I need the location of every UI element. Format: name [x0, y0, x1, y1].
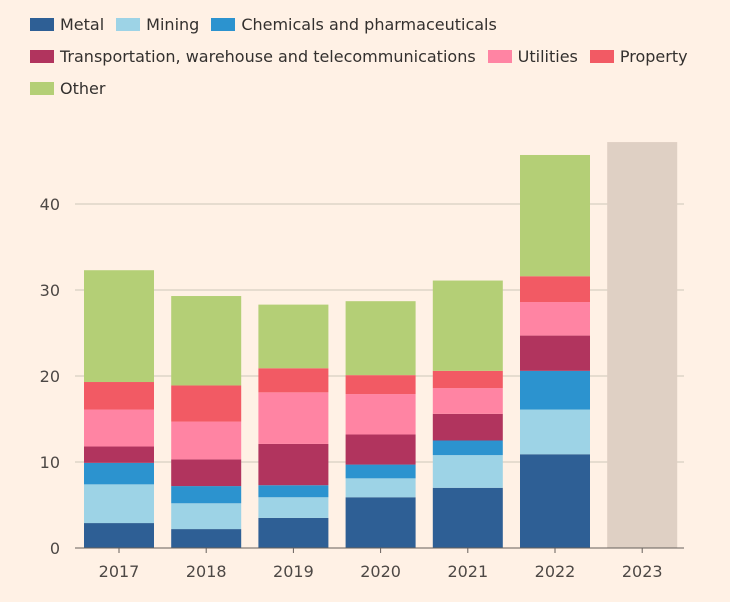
- bar-segment-property: [520, 276, 590, 303]
- bar-segment-transportation: [84, 446, 154, 463]
- y-tick-label: 20: [40, 367, 60, 386]
- x-tick-label: 2017: [99, 562, 140, 581]
- bar-segment-property: [432, 370, 503, 389]
- chart-legend: Metal Mining Chemicals and pharmaceuticals…: [30, 8, 720, 104]
- bar-segment-mining: [345, 478, 416, 498]
- bar-segment-utilities: [345, 394, 416, 435]
- bar-segment-chemicals: [258, 485, 329, 498]
- bar-segment-metal: [84, 523, 154, 548]
- bar-segment-other: [520, 154, 590, 277]
- x-tick-label: 2022: [535, 562, 576, 581]
- bar-segment-chemicals: [345, 464, 416, 479]
- y-tick-label: 40: [40, 195, 60, 214]
- legend-label: Chemicals and pharmaceuticals: [241, 14, 497, 34]
- bar-segment-chemicals: [432, 440, 503, 456]
- bar-segment-other: [432, 280, 503, 371]
- bar-segment-other: [171, 296, 242, 386]
- bar-segment-mining: [432, 455, 503, 488]
- legend-swatch: [30, 17, 54, 31]
- legend-label: Metal: [60, 14, 105, 34]
- legend-item: Utilities: [487, 46, 578, 66]
- legend-row: Other: [30, 72, 720, 104]
- legend-row: Transportation, warehouse and telecommun…: [30, 40, 720, 72]
- bar-segment-mining: [258, 497, 329, 518]
- bar-segment-other: [345, 301, 416, 376]
- bar-segment-utilities: [171, 421, 242, 460]
- legend-swatch: [589, 49, 614, 63]
- x-tick-label: 2020: [360, 562, 401, 581]
- legend-label: Other: [60, 78, 106, 98]
- bar-segment-chemicals: [171, 486, 242, 504]
- bar-segment-property: [258, 368, 329, 393]
- bar-segment-property: [345, 375, 416, 395]
- legend-item: Mining: [116, 15, 199, 34]
- legend-row: Metal Mining Chemicals and pharmaceuticals: [30, 8, 720, 40]
- bar-segment-metal: [171, 529, 242, 548]
- bar-segment-metal: [432, 487, 503, 548]
- legend-label: Transportation, warehouse and telecommun…: [60, 46, 476, 66]
- bar-segment-chemicals: [520, 370, 590, 410]
- legend-item: Chemicals and pharmaceuticals: [211, 15, 497, 34]
- bar-segment-property: [84, 382, 154, 410]
- bar-segment-metal: [520, 454, 590, 548]
- bar-segment-other: [258, 304, 329, 369]
- legend-swatch: [487, 49, 512, 63]
- bar-segment-utilities: [432, 388, 503, 414]
- legend-item: Transportation, warehouse and telecommun…: [30, 47, 476, 66]
- bar-segment-mining: [520, 409, 590, 455]
- bar-segment-mining: [171, 503, 242, 530]
- legend-item: Metal: [30, 15, 104, 34]
- bar-segment-metal: [258, 517, 329, 548]
- legend-label: Property: [619, 46, 688, 66]
- y-tick-label: 10: [40, 453, 60, 472]
- bar-segment-utilities: [520, 302, 590, 336]
- bar-segment-mining: [84, 484, 154, 524]
- legend-label: Mining: [146, 14, 200, 34]
- bar-segment-metal: [345, 497, 416, 548]
- y-tick-label: 0: [50, 539, 60, 558]
- y-tick-label: 30: [40, 281, 60, 300]
- legend-swatch: [30, 81, 54, 95]
- bar-segment-utilities: [84, 409, 154, 447]
- legend-item: Other: [30, 79, 105, 98]
- x-tick-label: 2019: [273, 562, 314, 581]
- bar-segment-transportation: [432, 413, 503, 441]
- bar-segment-transportation: [171, 459, 242, 487]
- x-tick-label: 2018: [186, 562, 227, 581]
- bar-segment-transportation: [520, 335, 590, 371]
- bar-segment-transportation: [258, 443, 329, 486]
- bar-segment-chemicals: [84, 462, 154, 485]
- x-tick-label: 2021: [447, 562, 488, 581]
- bar-segment-other: [84, 270, 154, 383]
- legend-swatch: [211, 17, 236, 31]
- legend-item: Property: [589, 46, 688, 66]
- bar-segment-transportation: [345, 434, 416, 465]
- bar-segment-property: [171, 385, 242, 422]
- legend-swatch: [30, 49, 54, 63]
- bar-segment-utilities: [258, 392, 329, 444]
- legend-label: Utilities: [517, 46, 578, 66]
- legend-swatch: [116, 17, 141, 31]
- x-tick-label: 2023: [622, 562, 663, 581]
- bar-total-2023: [607, 142, 678, 548]
